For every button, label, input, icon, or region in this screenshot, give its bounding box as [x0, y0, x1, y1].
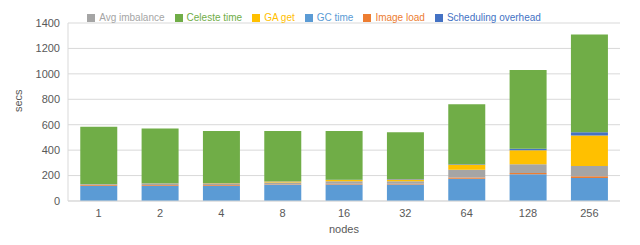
svg-text:400: 400 — [42, 144, 60, 156]
html-text:Avg imbalance: Avg imbalance — [99, 12, 165, 23]
svg-text:16: 16 — [338, 207, 350, 219]
svg-text:2: 2 — [157, 207, 163, 219]
svg-text:800: 800 — [42, 93, 60, 105]
svg-text:600: 600 — [42, 119, 60, 131]
svg-text:64: 64 — [461, 207, 473, 219]
html-text:Celeste time: Celeste time — [186, 12, 243, 23]
svg-text:1: 1 — [96, 207, 102, 219]
svg-text:0: 0 — [54, 195, 60, 207]
svg-text:1200: 1200 — [36, 42, 60, 54]
svg-text:8: 8 — [280, 207, 286, 219]
svg-text:200: 200 — [42, 169, 60, 181]
html-text:Scheduling overhead: Scheduling overhead — [446, 12, 541, 23]
html-text:Image load: Image load — [375, 12, 425, 23]
svg-text:nodes: nodes — [329, 223, 359, 235]
svg-text:128: 128 — [519, 207, 537, 219]
svg-text:4: 4 — [218, 207, 224, 219]
html-text:GA get: GA get — [264, 12, 295, 23]
svg-text:1000: 1000 — [36, 68, 60, 80]
html-text:GC time: GC time — [316, 12, 354, 23]
svg-text:256: 256 — [580, 207, 598, 219]
svg-text:secs: secs — [12, 89, 24, 112]
svg-text:1400: 1400 — [36, 17, 60, 29]
svg-text:32: 32 — [399, 207, 411, 219]
